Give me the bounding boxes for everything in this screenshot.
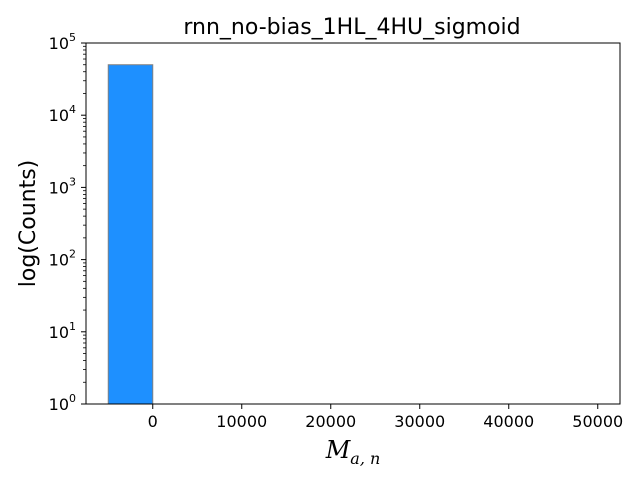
x-tick-label: 0 [148, 412, 158, 431]
y-tick-label: 105 [49, 31, 76, 53]
y-tick-label: 102 [49, 248, 76, 270]
x-axis-label-subscript: a, n [350, 449, 380, 468]
y-axis: 100 101 102 103 104 105 [49, 31, 86, 414]
x-tick-label: 40000 [483, 412, 534, 431]
x-axis-label-main: M [325, 436, 352, 464]
y-tick-label: 100 [49, 392, 76, 414]
x-axis-label: Ma, n [325, 436, 381, 468]
y-tick-label: 103 [49, 175, 76, 197]
x-tick-label: 10000 [216, 412, 267, 431]
y-tick-label: 104 [49, 103, 76, 125]
x-tick-label: 20000 [305, 412, 356, 431]
chart-title: rnn_no-bias_1HL_4HU_sigmoid [183, 15, 520, 40]
histogram-bar-0 [107, 64, 154, 405]
bars [107, 64, 154, 405]
axes-frame [85, 42, 621, 405]
y-axis-label: log(Counts) [16, 160, 41, 288]
x-tick-label: 30000 [394, 412, 445, 431]
y-tick-label: 101 [49, 320, 76, 342]
x-tick-label: 50000 [572, 412, 623, 431]
x-axis: 0 10000 20000 30000 40000 50000 [148, 404, 623, 431]
